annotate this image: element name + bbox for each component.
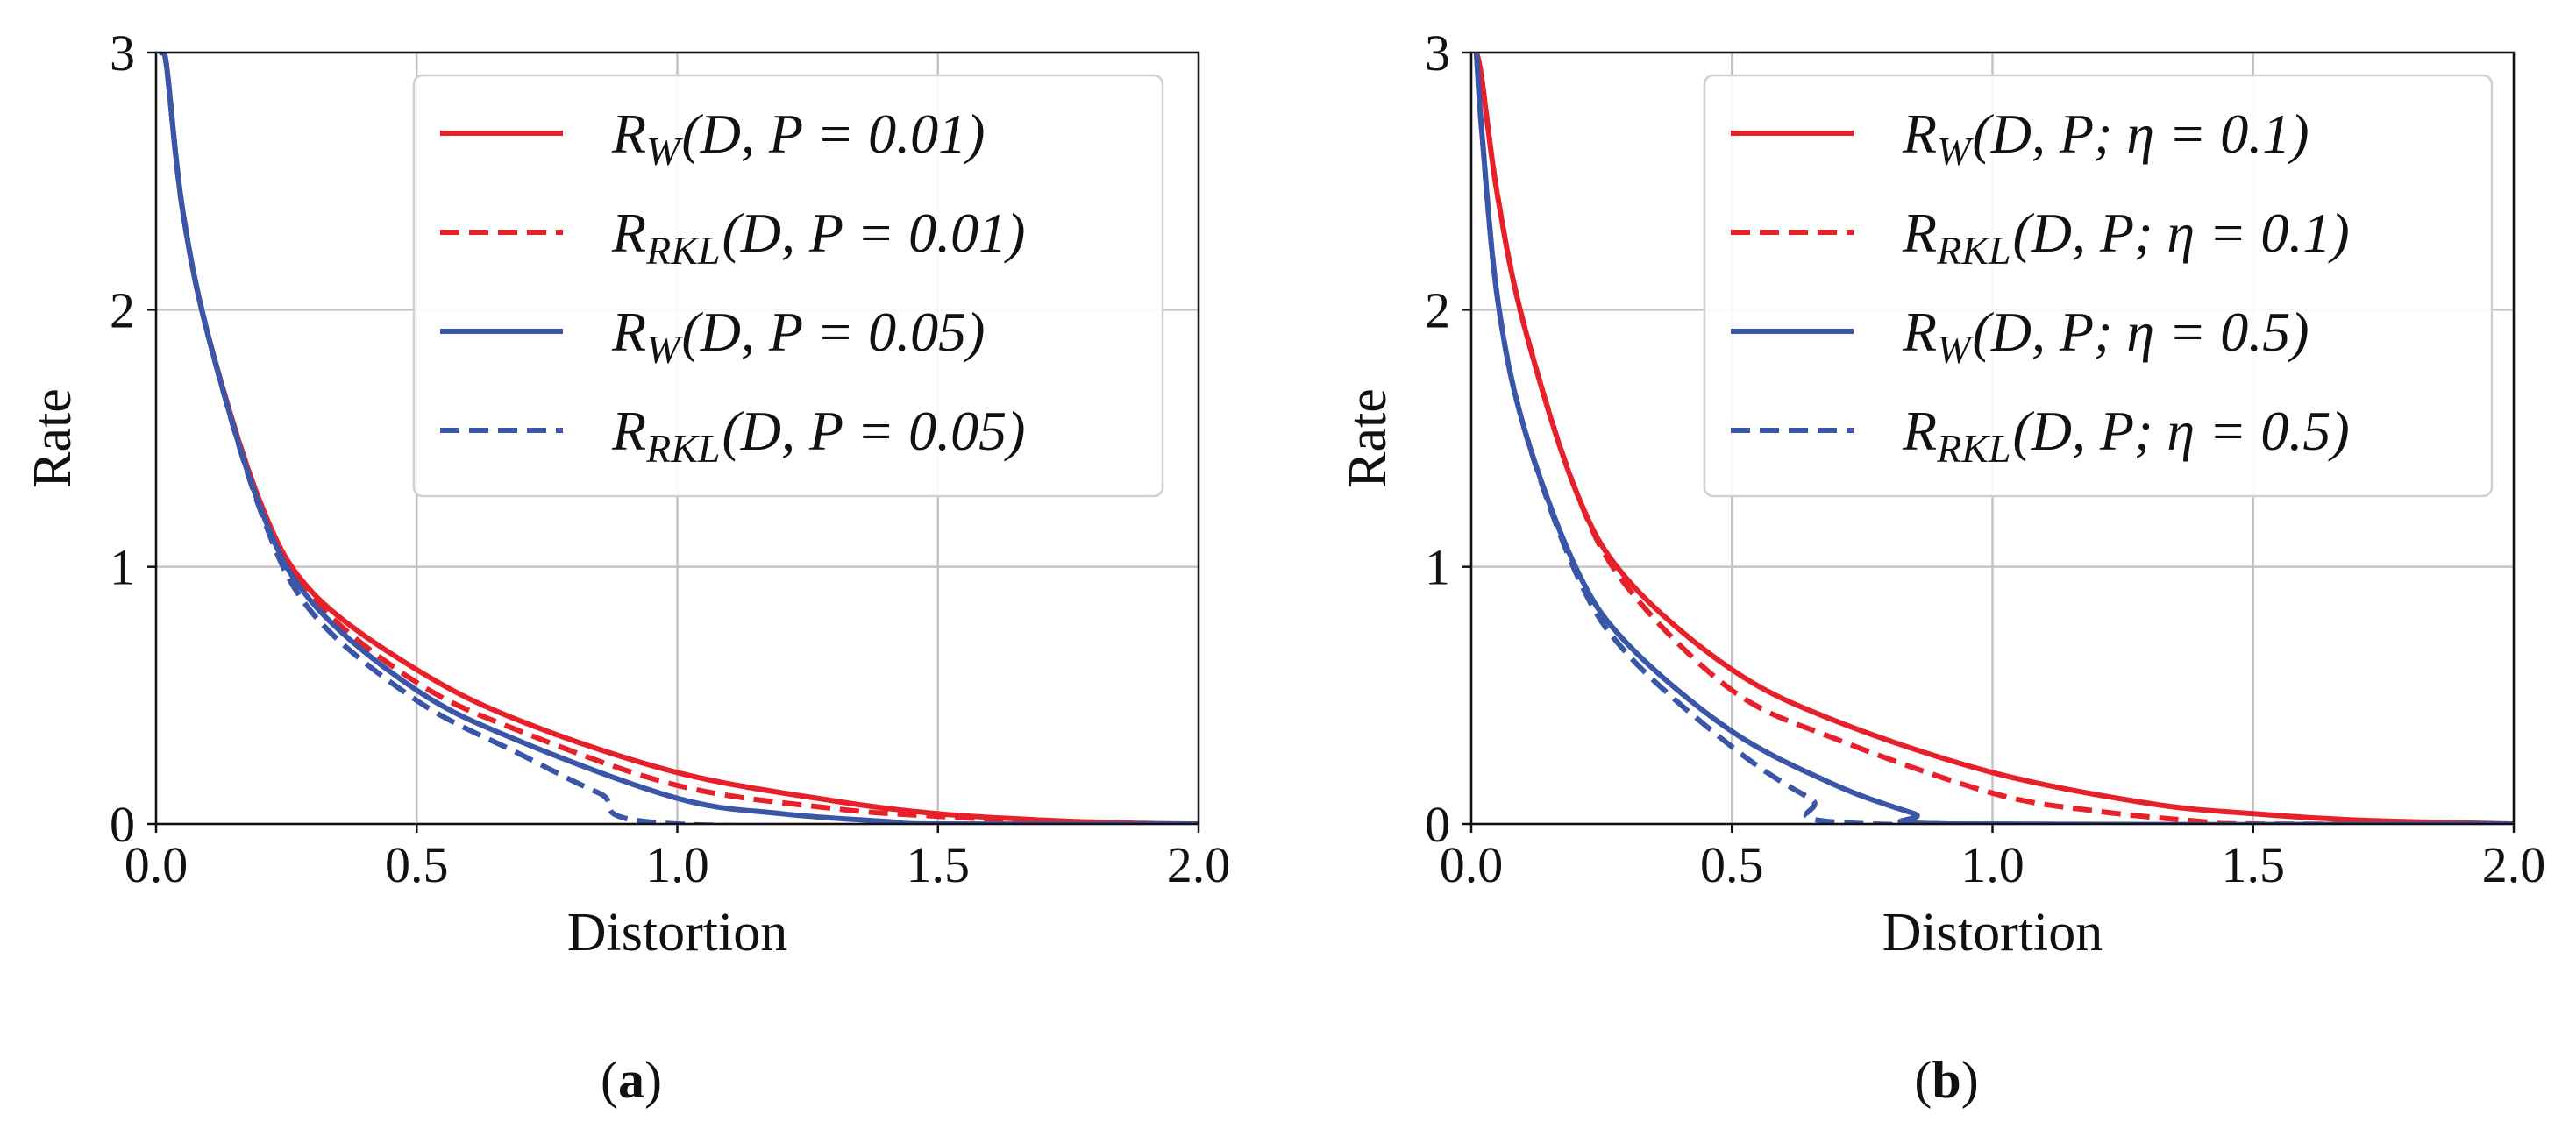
x-tick-label: 0.5 [1700, 836, 1764, 893]
x-axis-label: Distortion [567, 903, 787, 962]
x-tick-label: 1.0 [645, 836, 709, 893]
axes-frame [1469, 51, 2516, 826]
legend: RW(D, P = 0.01) RRKL(D, P = 0.01) RW(D, P … [412, 74, 1164, 498]
legend-entry-3: RW(D, P; η = 0.5) [1902, 301, 2309, 372]
y-tick-label: 1 [1425, 539, 1450, 596]
legend-box [1703, 74, 2494, 498]
plot-area [1473, 53, 2514, 824]
y-tick-label: 3 [110, 25, 135, 82]
series-line-4 [1473, 53, 2514, 824]
y-tick-label: 2 [110, 281, 135, 338]
y-tick-label: 1 [110, 539, 135, 596]
x-tick-label: 0.0 [1440, 836, 1504, 893]
x-tick-label: 0.5 [385, 836, 449, 893]
y-tick-label: 2 [1425, 281, 1450, 338]
x-tick-label: 2.0 [1167, 836, 1231, 893]
x-axis-label: Distortion [1882, 903, 2103, 962]
series-line-4 [158, 53, 1199, 824]
x-tick-label: 1.5 [2222, 836, 2286, 893]
x-tick-label: 1.5 [907, 836, 971, 893]
legend-entry-4: RRKL(D, P = 0.05) [611, 400, 1025, 471]
x-tick-label: 0.0 [125, 836, 189, 893]
series-line-2 [1473, 53, 2514, 824]
legend-entry-2: RRKL(D, P = 0.01) [611, 202, 1025, 273]
panel-caption: (b) [1914, 1051, 1978, 1109]
legend-entry-1: RW(D, P = 0.01) [611, 103, 985, 174]
legend-box [412, 74, 1164, 498]
series-line-3 [158, 53, 1199, 824]
legend-entry-3: RW(D, P = 0.05) [611, 301, 985, 372]
y-tick-label: 0 [110, 796, 135, 853]
axes-frame [154, 51, 1200, 826]
legend-entry-4: RRKL(D, P; η = 0.5) [1902, 400, 2350, 471]
plot-area [158, 53, 1199, 824]
legend-entry-1: RW(D, P; η = 0.1) [1902, 103, 2309, 174]
legend-entry-2: RRKL(D, P; η = 0.1) [1902, 202, 2350, 273]
panel-caption: (a) [601, 1051, 662, 1109]
chart-panel-a: 0.0 0.5 1.0 1.5 2.0 0 1 2 3 Distortion Rate RW(D, P… [23, 25, 1230, 1109]
x-tick-label: 2.0 [2482, 836, 2546, 893]
y-tick-label: 0 [1425, 796, 1450, 853]
y-tick-label: 3 [1425, 25, 1450, 82]
y-axis-label: Rate [23, 388, 82, 488]
legend: RW(D, P; η = 0.1) RRKL(D, P; η = 0.1) RW(D… [1703, 74, 2494, 498]
x-tick-label: 1.0 [1960, 836, 2025, 893]
chart-panel-b: 0.0 0.5 1.0 1.5 2.0 0 1 2 3 Distortion Rate RW(D, P… [1338, 25, 2545, 1109]
y-axis-label: Rate [1338, 388, 1398, 488]
